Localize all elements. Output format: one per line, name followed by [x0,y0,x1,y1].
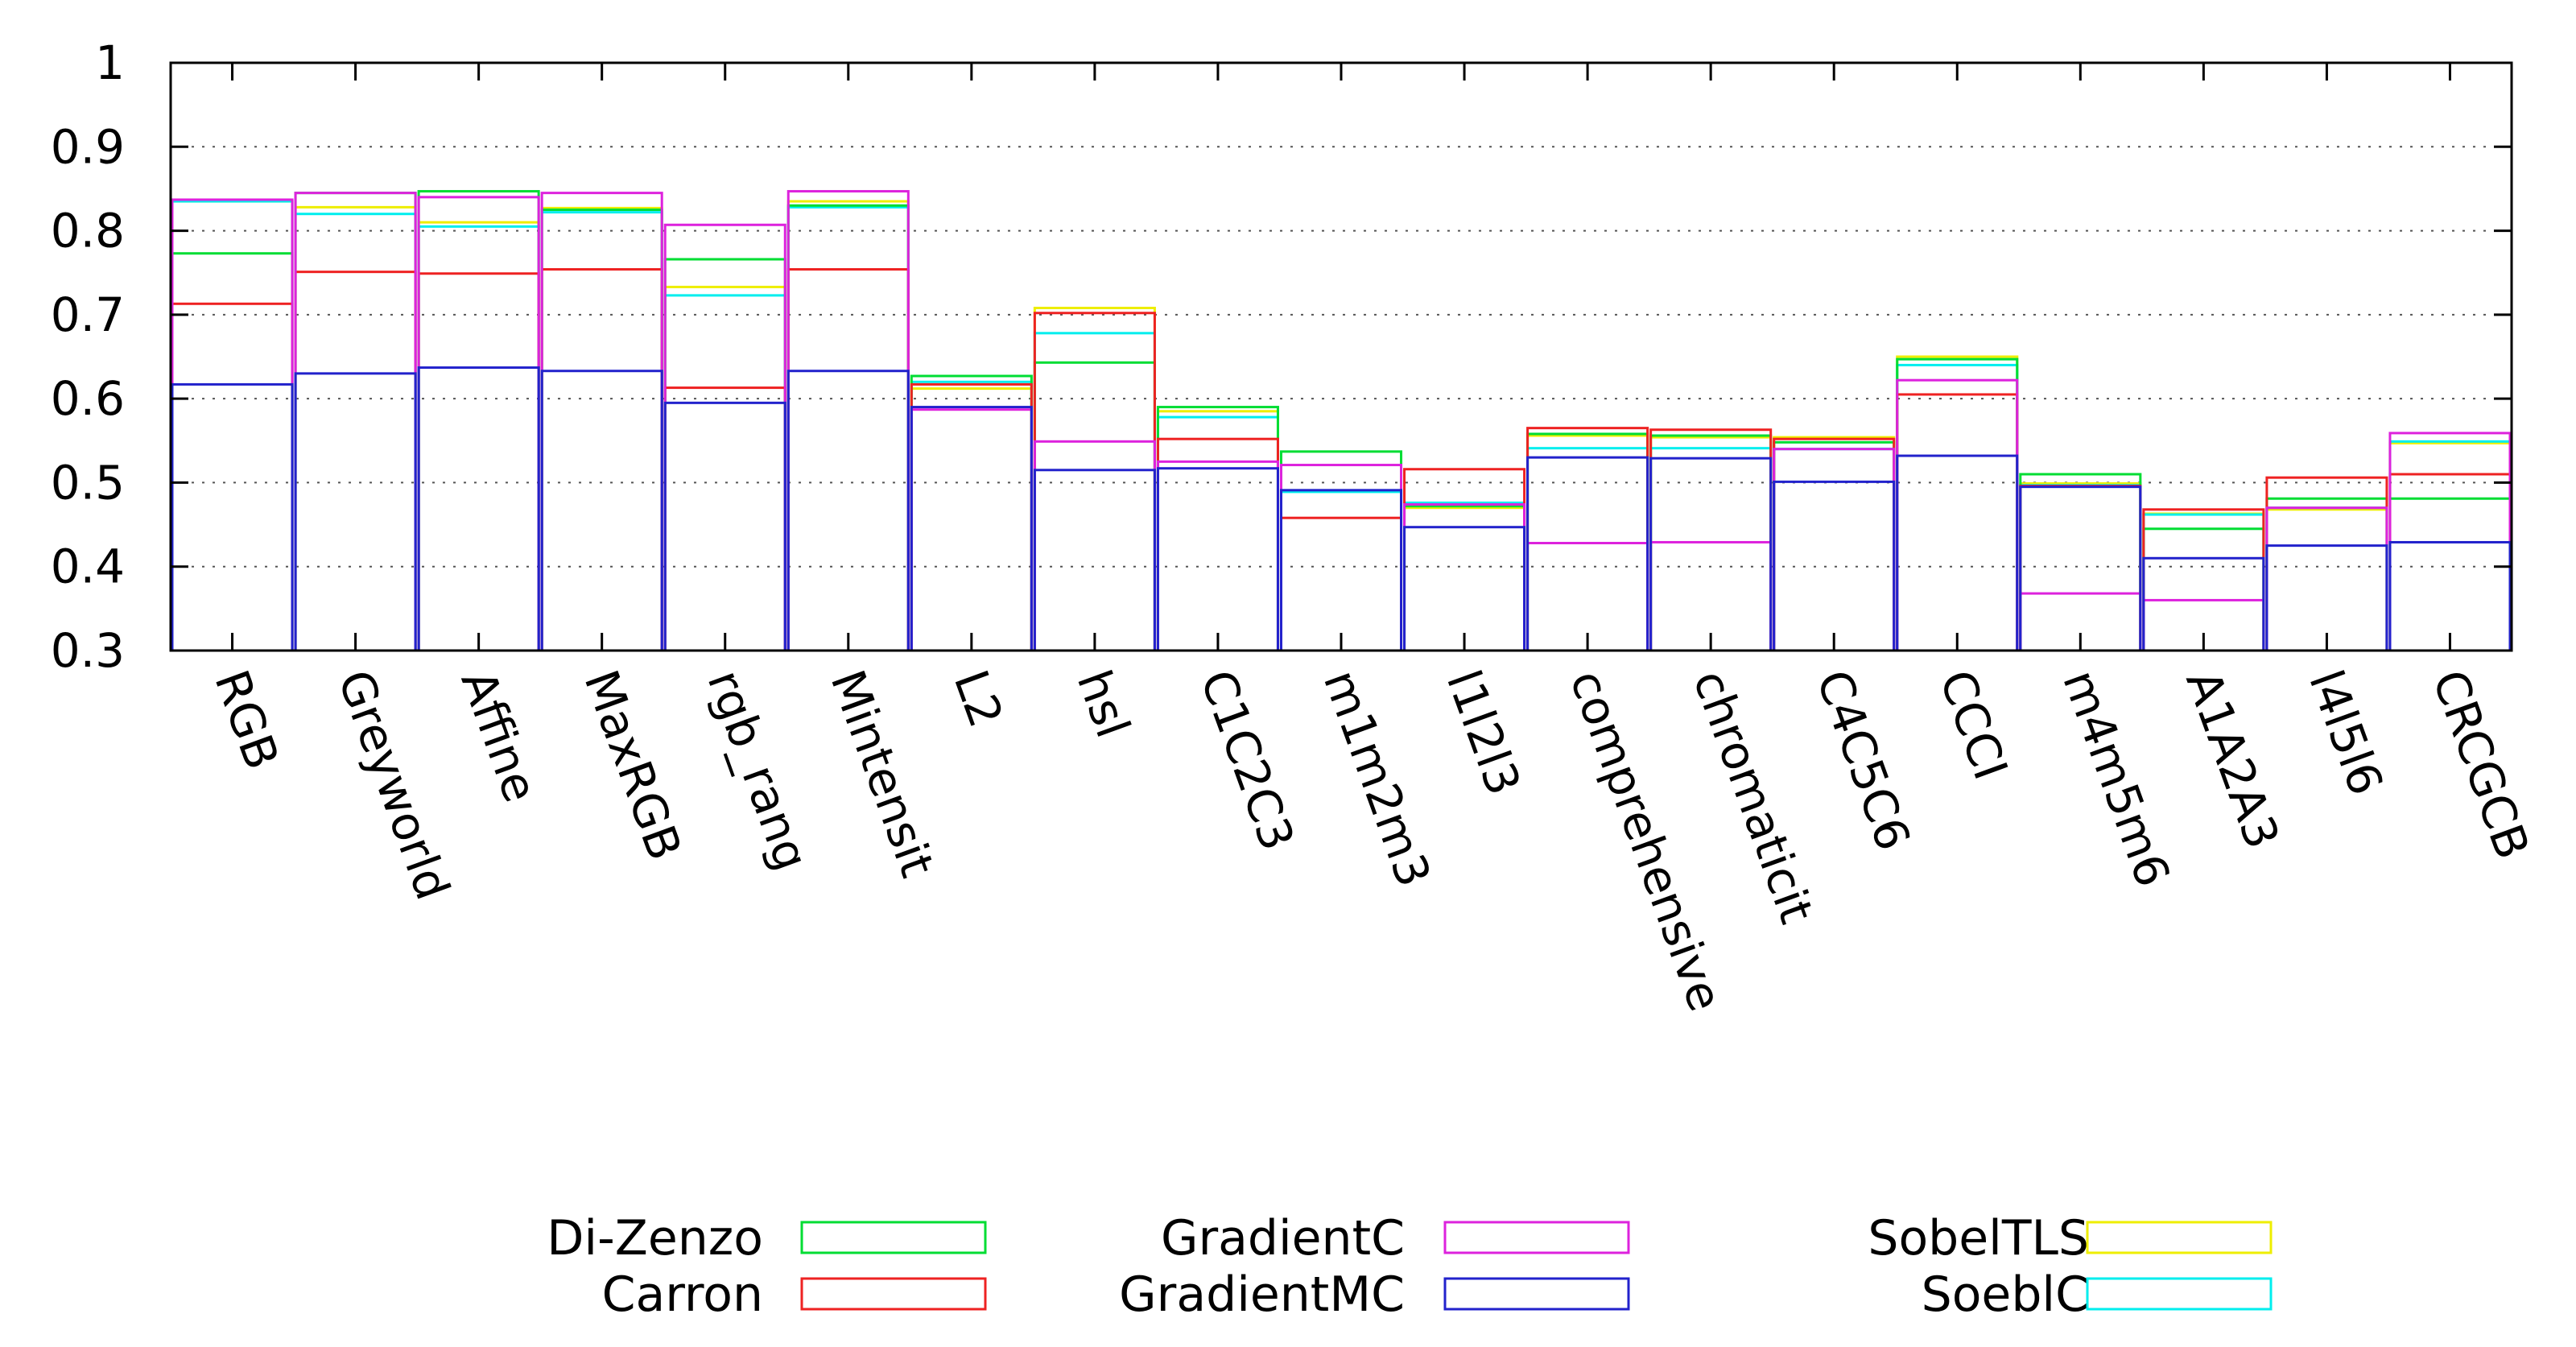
legend-swatch [800,1221,987,1254]
legend-label: GradientMC [1119,1266,1405,1323]
y-tick-label: 0.9 [51,119,125,174]
y-tick-label: 0.5 [51,455,125,510]
y-tick-label: 0.6 [51,371,125,426]
ticks-layer [171,61,2512,652]
legend-swatch [1443,1221,1630,1254]
legend-swatch [2086,1221,2273,1254]
legend-item-gradientmc: GradientMC [1119,1266,1630,1323]
legend-swatch [800,1277,987,1311]
legend-label: SobelTLS [1868,1210,2089,1266]
y-tick-label: 0.8 [51,204,125,258]
y-tick-label: 1 [95,35,125,90]
legend-item-soeblc: SoeblC [1922,1266,2273,1323]
y-tick-labels: 0.3 0.4 0.5 0.6 0.7 0.8 0.9 1 [51,35,125,678]
legend-label: Di-Zenzo [547,1210,763,1266]
legend-swatch [1443,1277,1630,1311]
y-tick-label: 0.4 [51,539,125,594]
legend-swatch [2086,1277,2273,1311]
legend-label: Carron [602,1266,763,1323]
legend-item-carron: Carron [602,1266,987,1323]
y-tick-label: 0.7 [51,287,125,342]
legend-label: GradientC [1161,1210,1405,1266]
legend-item-sobeltls: SobelTLS [1868,1210,2273,1266]
y-tick-label: 0.3 [51,623,125,678]
legend-item-di-zenzo: Di-Zenzo [547,1210,987,1266]
legend-label: SoeblC [1922,1266,2089,1323]
legend-item-gradientc: GradientC [1161,1210,1630,1266]
